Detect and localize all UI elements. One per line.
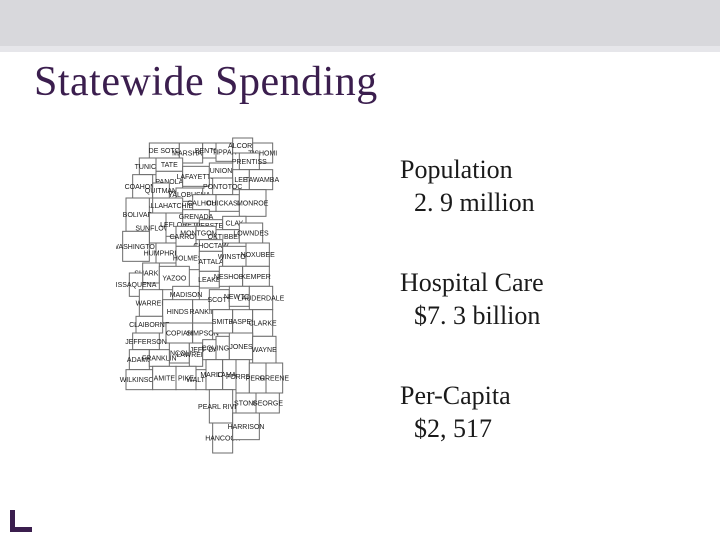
- county-label: WAYNE: [252, 347, 277, 354]
- stats-panel: Population 2. 9 million Hospital Care $7…: [400, 154, 680, 493]
- county-label: HARRISON: [228, 424, 265, 431]
- county-label: PONTOTOC: [203, 184, 242, 191]
- slide-title: Statewide Spending: [34, 58, 378, 106]
- county-label: JONES: [229, 344, 253, 351]
- county-label: TALLAHATCHIE: [142, 203, 193, 210]
- county-label: AMITE: [154, 376, 176, 383]
- county-label: HINDS: [167, 309, 189, 316]
- county-label: CLARKE: [249, 321, 277, 328]
- stat-hospital-care: Hospital Care $7. 3 billion: [400, 267, 680, 332]
- county-label: PRENTISS: [232, 159, 267, 166]
- mississippi-county-map: DE SOTOMARSHALLBENTONTIPPAHALCORNTISHOMI…: [116, 128, 316, 488]
- stat-population: Population 2. 9 million: [400, 154, 680, 219]
- county-label: LAUDERDALE: [238, 296, 285, 303]
- county-label: MADISON: [170, 292, 203, 299]
- county-label: YAZOO: [162, 276, 186, 283]
- map-svg: DE SOTOMARSHALLBENTONTIPPAHALCORNTISHOMI…: [116, 128, 316, 488]
- county-label: MONROE: [237, 201, 269, 208]
- stat-value: $2, 517: [400, 413, 680, 446]
- county-label: GEORGE: [252, 401, 283, 408]
- county-label: BOLIVAR: [123, 212, 153, 219]
- stat-label: Per-Capita: [400, 380, 680, 413]
- county-label: WARREN: [136, 301, 167, 308]
- stat-value: $7. 3 billion: [400, 300, 680, 333]
- county-label: CLAIBORNE: [129, 322, 170, 329]
- county-label: FRANKLIN: [142, 356, 177, 363]
- county-label: LOWNDES: [233, 231, 269, 238]
- stat-label: Population: [400, 154, 680, 187]
- header-band: [0, 0, 720, 46]
- county-label: ITAWAMBA: [243, 177, 280, 184]
- stat-per-capita: Per-Capita $2, 517: [400, 380, 680, 445]
- county-label: UNION: [210, 168, 233, 175]
- county-label: JEFFERSON: [125, 339, 167, 346]
- county-label: TATE: [161, 162, 178, 169]
- county-label: GREENE: [260, 376, 290, 383]
- stat-value: 2. 9 million: [400, 187, 680, 220]
- county-label: KEMPER: [241, 274, 271, 281]
- corner-accent-icon: [10, 510, 32, 532]
- county-label: ISSAQUENA: [116, 282, 157, 289]
- county-label: NOXUBEE: [241, 252, 275, 259]
- stat-label: Hospital Care: [400, 267, 680, 300]
